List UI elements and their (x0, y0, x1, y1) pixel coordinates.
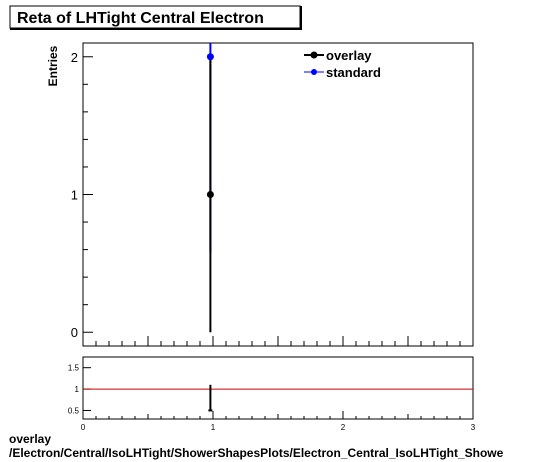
ratio-x-tick-label: 1 (211, 423, 216, 432)
footer-label: overlay (9, 432, 52, 446)
ratio-x-tick-label: 2 (341, 423, 346, 432)
legend-standard-label: standard (326, 65, 381, 80)
legend-standard-marker (311, 69, 317, 75)
main-plot: Entries 0 1 2 overlay standard (46, 42, 474, 347)
ratio-plot: 0.5 1 1.5 0 1 2 3 (68, 356, 476, 432)
ratio-series (83, 384, 473, 412)
main-series (206, 43, 214, 333)
y-axis-label: Entries (46, 45, 60, 86)
legend-overlay-label: overlay (326, 48, 372, 63)
ratio-y-tick-label: 0.5 (68, 406, 80, 415)
legend-overlay-marker (310, 51, 318, 59)
ratio-x-ticks: 0 1 2 3 (81, 411, 476, 432)
main-x-ticks (82, 336, 474, 346)
main-frame (82, 42, 474, 347)
ratio-frame (82, 356, 474, 420)
legend: overlay standard (304, 48, 381, 80)
ratio-y-tick-label: 1.5 (68, 364, 80, 373)
ratio-y-tick-label: 1 (75, 385, 80, 394)
main-y-tick-label: 0 (71, 325, 78, 340)
main-y-ticks: 0 1 2 (71, 50, 93, 340)
data-point-standard (206, 53, 214, 61)
data-point-overlay (206, 191, 214, 198)
ratio-x-tick-label: 0 (81, 423, 86, 432)
main-y-tick-label: 2 (71, 50, 78, 65)
chart-title: Reta of LHTight Central Electron (17, 10, 264, 27)
ratio-x-tick-label: 3 (471, 423, 476, 432)
footer-path: /Electron/Central/IsoLHTight/ShowerShape… (9, 446, 504, 460)
title-box: Reta of LHTight Central Electron (9, 5, 302, 30)
main-y-tick-label: 1 (71, 188, 78, 203)
